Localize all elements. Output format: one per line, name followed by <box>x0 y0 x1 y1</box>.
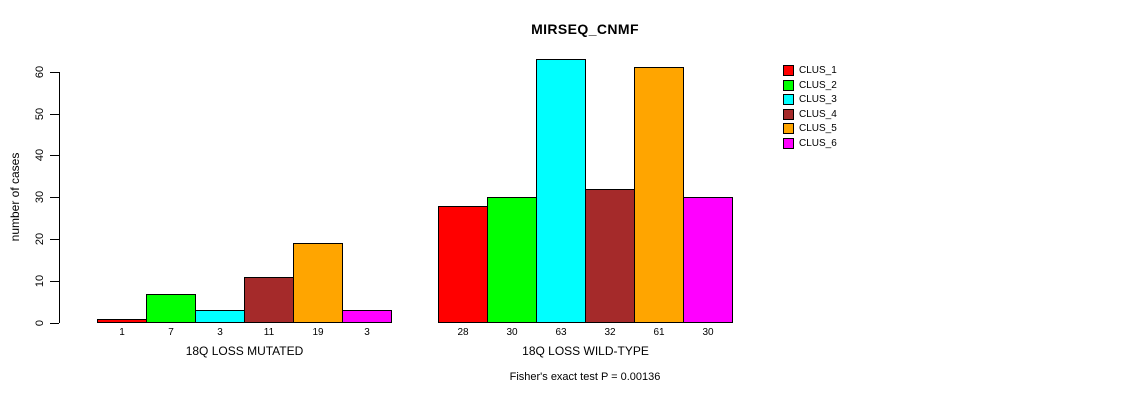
bar-value-label: 19 <box>312 327 324 338</box>
y-axis-line <box>59 71 60 323</box>
bar-clus_1-group1 <box>97 318 147 323</box>
bar-clus_3-group1 <box>195 310 245 323</box>
y-tick-label: 10 <box>34 274 46 288</box>
y-tick-label: 20 <box>34 233 46 246</box>
legend-swatch-clus_3 <box>783 94 794 105</box>
annotation-text: Fisher's exact test P = 0.00136 <box>509 371 661 383</box>
legend-label: CLUS_5 <box>799 123 837 134</box>
bar-clus_4-group1 <box>244 276 294 323</box>
y-tick-mark <box>50 323 59 324</box>
bar-clus_6-group1 <box>342 310 392 323</box>
legend-swatch-clus_1 <box>783 65 794 76</box>
y-tick-mark <box>50 71 59 73</box>
bar-clus_3-group2 <box>536 59 586 323</box>
bar-clus_4-group2 <box>585 188 635 323</box>
y-tick-label: 40 <box>34 149 46 162</box>
legend-label: CLUS_1 <box>799 65 837 76</box>
bar-value-label: 32 <box>604 327 616 338</box>
legend-label: CLUS_3 <box>799 94 837 105</box>
bar-clus_1-group2 <box>438 205 488 323</box>
y-tick-mark <box>50 113 59 115</box>
legend-label: CLUS_4 <box>799 108 837 120</box>
y-tick-label: 0 <box>34 319 46 327</box>
y-tick-mark <box>50 155 59 157</box>
legend-swatch-clus_4 <box>783 108 794 120</box>
chart-title: MIRSEQ_CNMF <box>531 21 639 37</box>
bar-value-label: 3 <box>364 327 370 338</box>
bar-clus_5-group1 <box>293 243 343 323</box>
bar-clus_2-group2 <box>487 197 537 323</box>
bar-clus_6-group2 <box>683 197 733 323</box>
bar-value-label: 28 <box>457 327 469 338</box>
bar-value-label: 7 <box>168 327 174 338</box>
legend-swatch-clus_6 <box>783 137 794 149</box>
bar-value-label: 11 <box>263 327 275 338</box>
bar-value-label: 61 <box>653 327 665 338</box>
legend-label: CLUS_2 <box>799 79 837 91</box>
y-axis-title: number of cases <box>8 152 22 242</box>
bar-value-label: 3 <box>217 327 223 338</box>
group-label-1: 18Q LOSS MUTATED <box>185 344 304 358</box>
bar-clus_2-group1 <box>146 293 196 323</box>
legend-label: CLUS_6 <box>799 137 837 149</box>
bar-clus_5-group2 <box>634 67 684 323</box>
legend-swatch-clus_2 <box>783 79 794 91</box>
legend-swatch-clus_5 <box>783 123 794 134</box>
y-tick-label: 60 <box>34 65 46 78</box>
y-tick-mark <box>50 281 59 283</box>
group-label-2: 18Q LOSS WILD-TYPE <box>522 344 649 358</box>
y-tick-mark <box>50 197 59 199</box>
bar-value-label: 1 <box>119 327 125 338</box>
bar-value-label: 63 <box>555 327 567 338</box>
y-tick-label: 30 <box>34 191 46 204</box>
bar-value-label: 30 <box>702 327 714 338</box>
y-tick-label: 50 <box>34 107 46 120</box>
y-tick-mark <box>50 239 59 241</box>
bar-value-label: 30 <box>506 327 518 338</box>
